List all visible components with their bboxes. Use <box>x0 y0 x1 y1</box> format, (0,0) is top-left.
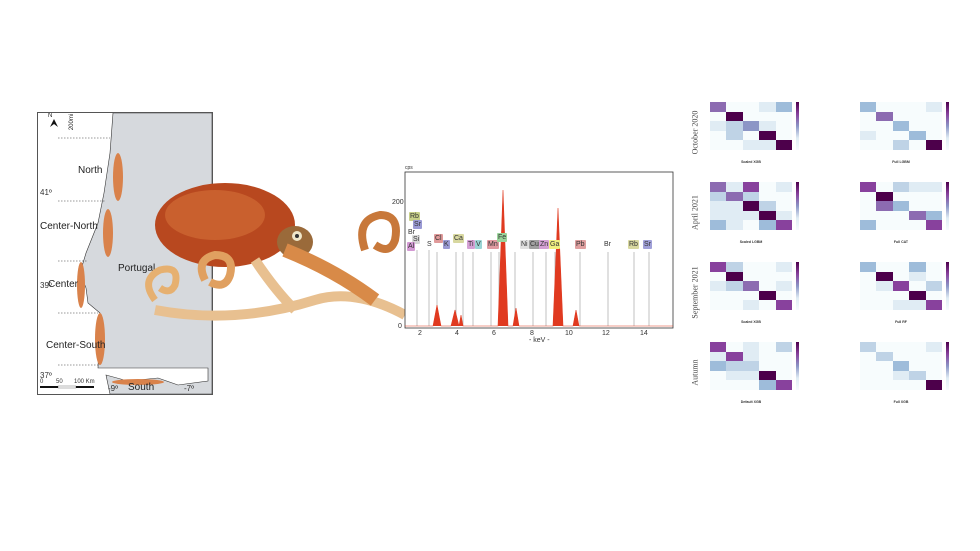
element-label-al: Al <box>407 242 416 251</box>
element-label-pb: Pb <box>575 240 586 249</box>
element-label-ni: Ni <box>520 240 529 249</box>
element-label-sr: Sr <box>413 220 422 229</box>
heatmap-oct-2020-full-lgbm: Full LGBM <box>850 100 949 164</box>
y-unit-label: cps <box>405 165 413 171</box>
heatmap-title: Full XGB <box>893 400 909 404</box>
heatmap-autumn-full-xgb: Full XGB <box>850 340 949 404</box>
element-label-si: Si <box>412 235 421 244</box>
element-label-br-2: Br <box>604 241 611 248</box>
heatmap-apr-2021-full-cat: Full CAT <box>850 180 949 244</box>
scale-50: 50 <box>56 379 63 385</box>
colorbar <box>796 102 799 150</box>
element-label-rb-2: Rb <box>628 240 639 249</box>
element-label-k: K <box>443 240 450 249</box>
north-arrow-label: N <box>48 113 53 119</box>
scale-0: 0 <box>40 379 44 385</box>
heatmap-title: Scaled XGB <box>741 320 761 324</box>
x-tick-2: 2 <box>418 330 422 337</box>
map-shapes <box>40 113 212 394</box>
element-label-ti: Ti <box>467 240 475 249</box>
lon-9: -9º <box>108 384 119 393</box>
confusion-matrix-grid: October 2020 April 2021 September 2021 A… <box>680 98 980 418</box>
heatmap-sep-2021-scaled-xgb: Scaled XGB <box>700 260 799 324</box>
x-tick-4: 4 <box>455 330 459 337</box>
heatmap-oct-2020-scaled-xgb: Scaled XGB <box>700 100 799 164</box>
row-label-september-2021: September 2021 <box>690 266 700 319</box>
zone-north <box>113 153 123 201</box>
heatmap-title: Scaled LGBM <box>739 240 763 244</box>
lat-37: 37º <box>40 371 52 380</box>
country-label: Portugal <box>118 263 156 274</box>
colorbar <box>796 342 799 390</box>
colorbar <box>796 182 799 230</box>
element-label-rb: Rb <box>409 212 420 221</box>
heatmap-title: Scaled XGB <box>741 160 761 164</box>
zone-label-center: Center <box>48 279 79 290</box>
element-label-cu: Cu <box>529 240 540 249</box>
heatmap-title: Full LGBM <box>892 160 910 164</box>
row-label-october-2020: October 2020 <box>690 110 700 155</box>
y-tick-200: 200 <box>392 199 404 206</box>
heatmap-sep-2021-full-rf: Full RF <box>850 260 949 324</box>
zone-label-center-north: Center-North <box>40 221 98 232</box>
colorbar <box>946 102 949 150</box>
zone-label-center-south: Center-South <box>46 340 106 351</box>
colorbar <box>946 262 949 310</box>
scale-100: 100 Km <box>74 379 95 385</box>
heatmap-title: Full RF <box>895 320 907 324</box>
isobath-label: 200mi <box>69 113 76 131</box>
x-tick-6: 6 <box>492 330 496 337</box>
x-axis-label: - keV - <box>529 337 550 344</box>
colorbar <box>946 342 949 390</box>
x-tick-12: 12 <box>602 330 610 337</box>
lat-41: 41º <box>40 188 52 197</box>
element-label-ca: Ca <box>453 234 464 243</box>
colorbar <box>946 182 949 230</box>
zone-label-south: South <box>128 382 155 393</box>
x-tick-10: 10 <box>565 330 573 337</box>
element-label-ga: Ga <box>549 240 561 249</box>
x-tick-8: 8 <box>530 330 534 337</box>
lon-7: -7º <box>184 384 195 393</box>
xrf-spectrum-chart: cps 200 0 Rb Sr Br Si Al S Cl K Ca Ti V … <box>392 165 675 344</box>
element-label-fe: Fe <box>497 233 508 242</box>
row-label-autumn: Autumn <box>690 359 700 386</box>
colorbar <box>796 262 799 310</box>
row-label-april-2021: April 2021 <box>690 195 700 230</box>
element-label-v: V <box>475 240 482 249</box>
heatmap-apr-2021-scaled-lgbm: Scaled LGBM <box>700 180 799 244</box>
element-label-mn: Mn <box>487 240 499 249</box>
element-label-br: Br <box>408 229 415 236</box>
element-label-cl: Cl <box>434 234 443 243</box>
heatmap-title: Full CAT <box>893 240 909 244</box>
octopus-image <box>135 170 425 330</box>
element-label-zn: Zn <box>539 240 550 249</box>
heatmap-title: Default XGB <box>740 400 762 404</box>
y-tick-0: 0 <box>398 323 402 330</box>
element-label-sr-2: Sr <box>643 240 652 249</box>
heatmap-autumn-default-xgb: Default XGB <box>700 340 799 404</box>
zone-label-north: North <box>78 165 103 176</box>
x-tick-14: 14 <box>640 330 648 337</box>
element-label-s: S <box>427 241 432 248</box>
lat-39: 39º <box>40 281 52 290</box>
